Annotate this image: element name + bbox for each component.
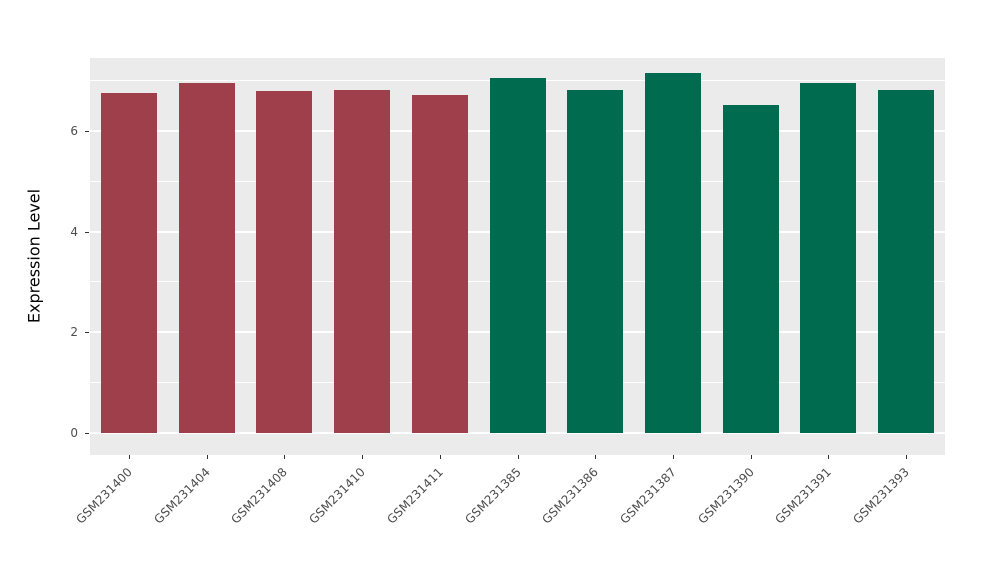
y-tick-mark — [85, 231, 89, 233]
gridline-major — [90, 432, 945, 434]
y-tick-label: 2 — [70, 325, 78, 340]
x-tick-mark — [906, 455, 908, 459]
bar-GSM231390 — [722, 105, 779, 433]
bar-GSM231404 — [178, 83, 235, 433]
plot-panel — [90, 58, 945, 455]
y-tick-label: 6 — [70, 124, 78, 139]
x-tick-label-GSM231386: GSM231386 — [539, 465, 602, 527]
y-tick-mark — [85, 332, 89, 334]
y-tick-mark — [85, 433, 89, 434]
y-tick-label: 0 — [70, 426, 78, 440]
bar-GSM231410 — [334, 89, 391, 433]
x-tick-mark — [517, 455, 519, 459]
x-tick-label-GSM231400: GSM231400 — [73, 465, 135, 527]
x-tick-label-GSM231385: GSM231385 — [461, 465, 524, 527]
bar-GSM231391 — [800, 83, 857, 433]
x-tick-label-GSM231411: GSM231411 — [384, 465, 446, 527]
bar-GSM231393 — [878, 89, 935, 433]
x-tick-label-GSM231390: GSM231390 — [694, 465, 757, 527]
x-tick-mark — [439, 455, 441, 459]
x-tick-label-GSM231391: GSM231391 — [772, 465, 835, 527]
y-tick-label: 4 — [70, 224, 78, 239]
x-tick-label-GSM231404: GSM231404 — [150, 465, 213, 527]
bar-GSM231387 — [644, 73, 701, 433]
bar-GSM231411 — [411, 94, 468, 433]
x-tick-label-GSM231410: GSM231410 — [306, 465, 368, 527]
x-tick-mark — [284, 455, 286, 459]
x-tick-mark — [595, 455, 597, 459]
x-tick-label-GSM231387: GSM231387 — [617, 465, 679, 527]
x-tick-mark — [672, 455, 674, 459]
bar-GSM231408 — [256, 90, 313, 433]
y-axis-title: Expression Level — [24, 188, 44, 324]
x-tick-label-GSM231408: GSM231408 — [228, 465, 291, 527]
y-tick-mark — [85, 131, 89, 133]
bar-GSM231385 — [489, 78, 546, 433]
x-tick-mark — [750, 455, 752, 459]
x-tick-mark — [128, 455, 130, 459]
x-tick-mark — [206, 455, 208, 459]
x-tick-mark — [828, 455, 830, 459]
x-tick-mark — [362, 455, 364, 459]
x-tick-label-GSM231393: GSM231393 — [850, 465, 913, 527]
bar-GSM231400 — [100, 93, 157, 433]
bar-GSM231386 — [567, 89, 624, 433]
